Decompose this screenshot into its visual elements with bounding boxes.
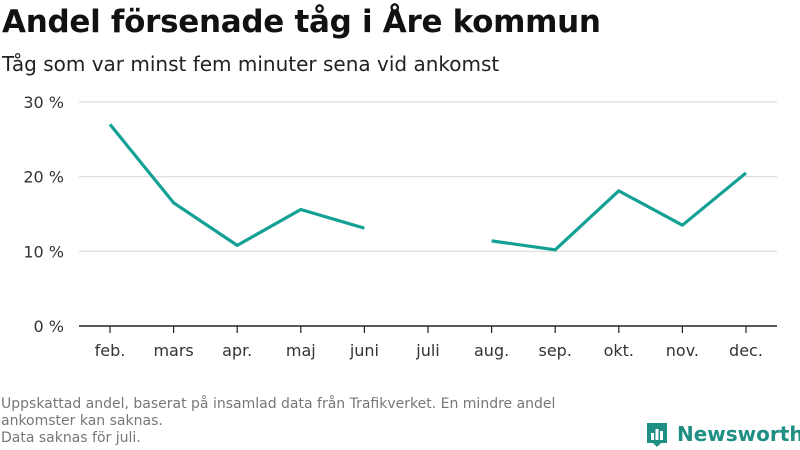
series-line: [108, 123, 748, 252]
footnote-line-2: Data saknas för juli.: [1, 430, 141, 446]
chart-title: Andel försenade tåg i Åre kommun: [2, 4, 601, 40]
x-tick-label: sep.: [538, 341, 571, 360]
y-tick-label: 30 %: [23, 93, 64, 112]
x-tick-label: okt.: [604, 341, 634, 360]
chart-subtitle: Tåg som var minst fem minuter sena vid a…: [2, 52, 500, 76]
brand-logo: Newsworthy: [645, 419, 800, 449]
x-tick-label: mars: [153, 341, 193, 360]
footnote: Uppskattad andel, baserat på insamlad da…: [1, 396, 631, 447]
x-tick-label: nov.: [666, 341, 699, 360]
x-axis-ticks: feb. mars apr. maj juni juli aug. sep. okt. nov. d…: [95, 326, 763, 360]
x-tick-label: juni: [349, 341, 379, 360]
y-axis-ticks: 0 % 10 % 20 % 30 %: [23, 93, 64, 336]
series-line-segment: [108, 123, 365, 247]
bar-chart-icon: [647, 423, 667, 447]
y-tick-label: 20 %: [23, 168, 64, 187]
y-tick-label: 10 %: [23, 242, 64, 261]
brand-name: Newsworthy: [677, 422, 800, 446]
x-tick-label: maj: [286, 341, 316, 360]
gridlines: [79, 101, 777, 327]
line-chart: 0 % 10 % 20 % 30 % feb. mars apr. maj juni juli a…: [23, 93, 777, 360]
series-line-segment: [491, 171, 748, 252]
x-tick-label: juli: [415, 341, 439, 360]
footnote-line-1: Uppskattad andel, baserat på insamlad da…: [1, 396, 556, 429]
x-tick-label: dec.: [729, 341, 763, 360]
y-tick-label: 0 %: [34, 317, 64, 336]
x-tick-label: aug.: [474, 341, 509, 360]
x-tick-label: feb.: [95, 341, 126, 360]
x-tick-label: apr.: [222, 341, 252, 360]
